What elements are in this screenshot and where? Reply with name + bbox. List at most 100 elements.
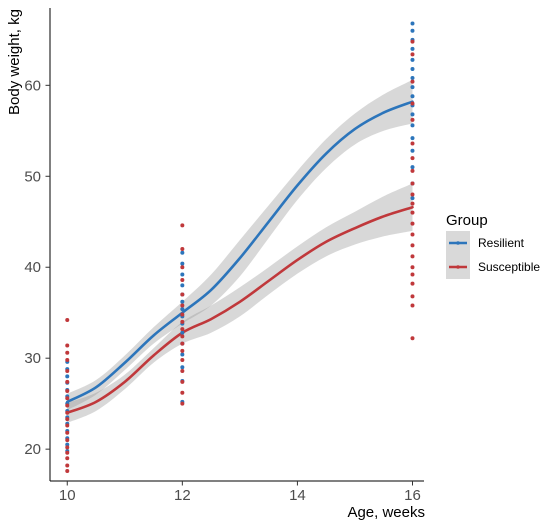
- data-point-susceptible: [410, 243, 415, 248]
- data-point-susceptible: [410, 117, 415, 122]
- data-point-susceptible: [65, 396, 70, 401]
- x-axis-title: Age, weeks: [347, 504, 425, 521]
- data-point-susceptible: [410, 232, 415, 237]
- data-point-susceptible: [410, 201, 415, 206]
- data-point-susceptible: [180, 334, 185, 339]
- data-point-resilient: [410, 46, 415, 51]
- x-tick-label: 10: [59, 487, 76, 504]
- data-point-resilient: [410, 136, 415, 141]
- data-point-resilient: [180, 250, 185, 255]
- data-point-susceptible: [410, 39, 415, 44]
- data-point-susceptible: [65, 438, 70, 443]
- data-point-susceptible: [65, 358, 70, 363]
- legend-title: Group: [446, 212, 488, 229]
- data-point-resilient: [410, 76, 415, 81]
- data-point-susceptible: [410, 336, 415, 341]
- data-point-susceptible: [180, 358, 185, 363]
- data-point-susceptible: [410, 156, 415, 161]
- data-point-resilient: [410, 21, 415, 26]
- data-point-susceptible: [65, 445, 70, 450]
- y-tick-label: 20: [24, 441, 41, 458]
- legend-key-point: [456, 265, 460, 269]
- legend-key-point: [456, 241, 460, 245]
- data-point-resilient: [410, 94, 415, 99]
- data-point-susceptible: [180, 265, 185, 270]
- data-point-resilient: [180, 261, 185, 266]
- data-points: [65, 21, 415, 473]
- confidence-band-resilient: [67, 79, 413, 411]
- data-point-susceptible: [65, 403, 70, 408]
- data-point-susceptible: [410, 192, 415, 197]
- legend-label-susceptible: Susceptible: [478, 260, 540, 274]
- data-point-resilient: [410, 28, 415, 33]
- legend: Group Resilient Susceptible: [446, 212, 540, 279]
- y-axis-ticks: 20 30 40 50 60: [24, 77, 50, 458]
- data-point-susceptible: [65, 463, 70, 468]
- x-tick-label: 16: [404, 487, 421, 504]
- data-point-resilient: [410, 57, 415, 62]
- data-point-susceptible: [410, 101, 415, 106]
- data-point-susceptible: [410, 294, 415, 299]
- data-point-susceptible: [65, 350, 70, 355]
- data-point-resilient: [410, 66, 415, 71]
- x-tick-label: 12: [174, 487, 191, 504]
- data-point-susceptible: [65, 417, 70, 422]
- data-point-susceptible: [410, 52, 415, 57]
- data-point-resilient: [180, 330, 185, 335]
- data-point-susceptible: [180, 401, 185, 406]
- data-point-susceptible: [410, 168, 415, 173]
- data-point-susceptible: [65, 388, 70, 393]
- data-point-susceptible: [410, 141, 415, 146]
- data-point-resilient: [180, 283, 185, 288]
- data-point-susceptible: [65, 379, 70, 384]
- data-point-susceptible: [180, 327, 185, 332]
- y-tick-label: 60: [24, 77, 41, 94]
- data-point-susceptible: [410, 272, 415, 277]
- data-point-susceptible: [180, 390, 185, 395]
- data-point-susceptible: [410, 265, 415, 270]
- data-point-susceptible: [410, 79, 415, 84]
- data-point-susceptible: [410, 254, 415, 259]
- data-point-resilient: [180, 272, 185, 277]
- data-point-resilient: [410, 123, 415, 128]
- data-point-susceptible: [65, 450, 70, 455]
- data-point-susceptible: [410, 221, 415, 226]
- data-point-resilient: [180, 365, 185, 370]
- y-tick-label: 30: [24, 350, 41, 367]
- x-tick-label: 14: [289, 487, 306, 504]
- data-point-susceptible: [410, 210, 415, 215]
- data-point-susceptible: [180, 247, 185, 252]
- data-point-susceptible: [410, 281, 415, 286]
- data-point-susceptible: [65, 368, 70, 373]
- legend-label-resilient: Resilient: [478, 236, 525, 250]
- data-point-susceptible: [180, 319, 185, 324]
- data-point-susceptible: [180, 348, 185, 353]
- data-point-resilient: [180, 352, 185, 357]
- data-point-susceptible: [65, 430, 70, 435]
- data-point-resilient: [65, 374, 70, 379]
- data-point-susceptible: [180, 303, 185, 308]
- data-point-susceptible: [410, 181, 415, 186]
- y-tick-label: 40: [24, 259, 41, 276]
- data-point-susceptible: [65, 456, 70, 461]
- data-point-susceptible: [410, 303, 415, 308]
- smooth-line-resilient: [65, 100, 414, 404]
- x-axis-ticks: 10 12 14 16: [59, 481, 421, 504]
- smooth-lines: [65, 100, 414, 415]
- confidence-bands: [67, 79, 413, 423]
- data-point-susceptible: [65, 410, 70, 415]
- data-point-resilient: [410, 165, 415, 170]
- data-point-susceptible: [65, 468, 70, 473]
- data-point-resilient: [410, 148, 415, 153]
- data-point-susceptible: [180, 312, 185, 317]
- data-point-susceptible: [180, 341, 185, 346]
- data-point-susceptible: [65, 318, 70, 322]
- smooth-line-susceptible: [65, 205, 414, 415]
- data-point-resilient: [410, 85, 415, 90]
- data-point-resilient: [410, 196, 415, 201]
- data-point-susceptible: [180, 292, 185, 297]
- data-point-susceptible: [180, 277, 185, 282]
- data-point-susceptible: [180, 368, 185, 373]
- y-axis-title: Body weight, kg: [6, 9, 23, 115]
